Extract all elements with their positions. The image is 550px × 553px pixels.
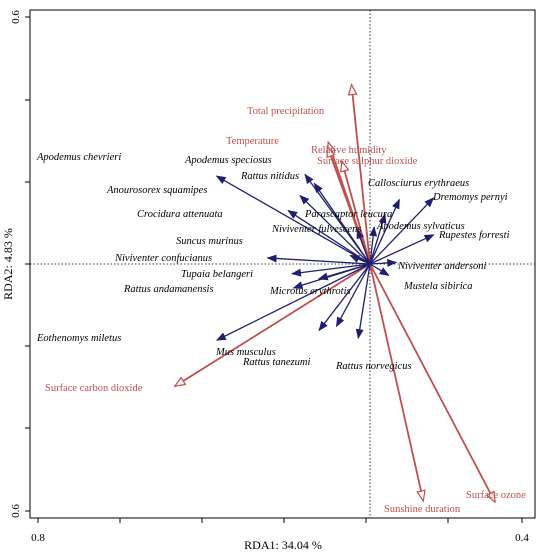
- species-arrow-rupestes-forresti: [369, 234, 435, 265]
- y-tick-bottom: 0.6: [10, 504, 22, 518]
- species-arrow-parascaptor-leucura: [369, 213, 387, 265]
- species-label-apodemus-sylvaticus: Apodemus sylvaticus: [376, 221, 465, 232]
- species-label-tupaia-belangeri: Tupaia belangeri: [181, 269, 253, 280]
- env-label-surface-ozone: Surface ozone: [466, 490, 526, 501]
- y-tick-top: 0.6: [10, 10, 22, 24]
- x-tick-left: 0.8: [31, 532, 45, 544]
- species-arrow-rattus-norvegicus: [355, 263, 371, 340]
- species-arrow-callosciurus-erythraeus: [369, 198, 400, 265]
- x-tick-right: 0.4: [515, 532, 529, 544]
- species-arrow-mustela-sibirica: [369, 263, 390, 276]
- env-arrow-surface-carbon-dioxide: [175, 263, 371, 386]
- species-arrow-mus-musculus: [318, 263, 371, 332]
- env-label-total-precipitation: Total precipitation: [247, 106, 325, 117]
- species-label-anourosorex-squamipes: Anourosorex squamipes: [106, 185, 207, 196]
- env-label-surface-sulphur-dioxide: Surface sulphur dioxide: [317, 156, 418, 167]
- env-arrow-relative-humidity: [342, 161, 371, 265]
- species-arrow-apodemus-sylvaticus: [369, 226, 378, 265]
- env-label-sunshine-duration: Sunshine duration: [384, 504, 461, 515]
- species-arrow-rattus-tanezumi: [335, 263, 371, 328]
- species-label-callosciurus-erythraeus: Callosciurus erythraeus: [368, 178, 469, 189]
- species-arrow-suncus-murinus: [349, 254, 371, 265]
- species-label-apodemus-chevrieri: Apodemus chevrieri: [36, 152, 121, 163]
- species-label-microtus-erythrotis: Microtus erythrotis: [269, 286, 351, 297]
- species-arrow-tupaia-belangeri: [291, 263, 371, 277]
- env-arrow-sunshine-duration: [369, 263, 423, 501]
- species-arrows: [215, 173, 435, 341]
- species-arrow-apodemus-chevrieri: [215, 175, 371, 265]
- species-label-suncus-murinus: Suncus murinus: [176, 236, 243, 247]
- species-label-parascaptor-leucura: Parascaptor leucura: [304, 209, 392, 220]
- env-label-relative-humidity: Relative humidity: [311, 145, 387, 156]
- species-arrow-anourosorex-squamipes: [299, 194, 371, 265]
- species-arrow-microtus-erythrotis: [317, 263, 371, 281]
- species-arrow-niviventer-fulvescens: [356, 228, 371, 265]
- species-label-rattus-andamanensis: Rattus andamanensis: [123, 284, 214, 295]
- env-arrow-surface-sulphur-dioxide: [352, 85, 371, 265]
- species-arrow-niviventer-andersoni: [369, 258, 398, 267]
- environment-arrows: [175, 85, 496, 503]
- species-label-niviventer-fulvescens: Niviventer fulvescens: [271, 224, 362, 235]
- species-label-mustela-sibirica: Mustela sibirica: [403, 281, 473, 292]
- species-label-niviventer-andersoni: Niviventer andersoni: [397, 261, 486, 272]
- arrow-labels: Surface sulphur dioxide Total precipitati…: [36, 106, 526, 515]
- species-arrow-dremomys-pernyi: [369, 197, 435, 265]
- env-label-surface-carbon-dioxide: Surface carbon dioxide: [45, 383, 143, 394]
- species-label-apodemus-speciosus: Apodemus speciosus: [184, 155, 272, 166]
- species-label-rupestes-forresti: Rupestes forresti: [438, 230, 510, 241]
- species-label-rattus-norvegicus: Rattus norvegicus: [335, 361, 412, 372]
- axis-ticks: [25, 16, 523, 523]
- env-label-temperature: Temperature: [226, 136, 279, 147]
- x-axis-title: RDA1: 34.04 %: [244, 538, 322, 552]
- species-arrow-crocidura-attenuata: [287, 209, 371, 265]
- species-label-eothenomys-miletus: Eothenomys miletus: [36, 333, 121, 344]
- species-label-crocidura-attenuata: Crocidura attenuata: [137, 209, 223, 220]
- zero-lines: [30, 10, 535, 518]
- species-label-rattus-nitidus: Rattus nitidus: [240, 171, 299, 182]
- species-label-niviventer-confucianus: Niviventer confucianus: [114, 253, 212, 264]
- species-arrow-niviventer-confucianus: [266, 254, 371, 265]
- env-arrow-surface-ozone: [369, 263, 496, 502]
- y-axis-title: RDA2: 4.83 %: [1, 228, 15, 300]
- species-label-rattus-tanezumi: Rattus tanezumi: [242, 357, 310, 368]
- species-label-mus-musculus: Mus musculus: [215, 347, 276, 358]
- species-arrow-rattus-nitidus: [313, 182, 371, 265]
- species-arrow-eothenomys-miletus: [215, 263, 371, 341]
- species-label-dremomys-pernyi: Dremomys pernyi: [432, 192, 508, 203]
